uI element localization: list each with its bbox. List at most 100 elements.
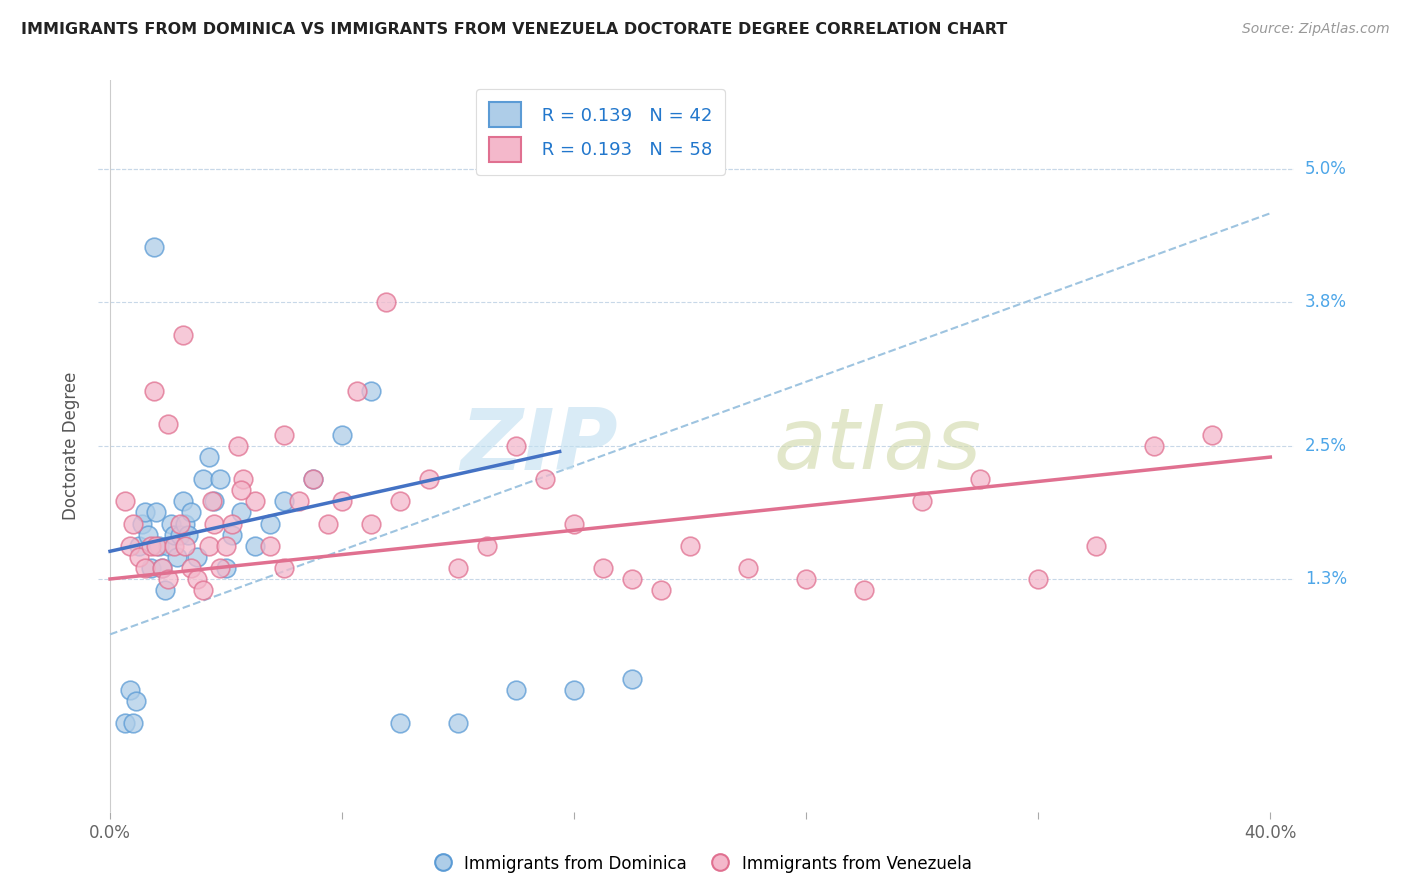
Point [131, 516, 153, 531]
Point [215, 561, 238, 575]
Point [389, 716, 412, 731]
Text: 5.0%: 5.0% [1305, 160, 1347, 178]
Point [287, 494, 309, 508]
Point [160, 516, 183, 531]
Point [174, 539, 197, 553]
Point [259, 516, 281, 531]
Point [139, 561, 162, 575]
Legend: Immigrants from Dominica, Immigrants from Venezuela: Immigrants from Dominica, Immigrants fro… [427, 848, 979, 880]
Text: Source: ZipAtlas.com: Source: ZipAtlas.com [1241, 22, 1389, 37]
Point [232, 472, 254, 486]
Point [243, 539, 266, 553]
Point [125, 694, 148, 708]
Point [180, 506, 202, 520]
Point [374, 294, 396, 309]
Point [621, 672, 644, 686]
Point [853, 583, 876, 598]
Point [122, 716, 145, 731]
Point [229, 506, 252, 520]
Point [200, 494, 222, 508]
Point [1026, 572, 1049, 586]
Point [650, 583, 672, 598]
Text: atlas: atlas [773, 404, 981, 488]
Point [1143, 439, 1166, 453]
Point [197, 539, 219, 553]
Point [114, 716, 136, 731]
Text: 2.5%: 2.5% [1305, 437, 1347, 455]
Point [157, 539, 180, 553]
Point [177, 527, 200, 541]
Point [302, 472, 325, 486]
Point [128, 539, 150, 553]
Point [172, 328, 194, 343]
Point [169, 516, 191, 531]
Point [122, 516, 145, 531]
Point [191, 472, 214, 486]
Point [163, 539, 186, 553]
Point [562, 682, 585, 697]
Point [911, 494, 934, 508]
Point [969, 472, 991, 486]
Point [215, 539, 238, 553]
Point [157, 572, 180, 586]
Point [191, 583, 214, 598]
Point [139, 539, 162, 553]
Point [114, 494, 136, 508]
Point [360, 516, 382, 531]
Point [209, 472, 232, 486]
Point [1085, 539, 1108, 553]
Point [229, 483, 252, 498]
Point [243, 494, 266, 508]
Point [389, 494, 412, 508]
Point [153, 583, 176, 598]
Point [174, 516, 197, 531]
Point [562, 516, 585, 531]
Point [273, 561, 295, 575]
Point [180, 561, 202, 575]
Point [209, 561, 232, 575]
Point [150, 561, 173, 575]
Point [221, 527, 243, 541]
Point [505, 682, 527, 697]
Point [120, 539, 142, 553]
Point [259, 539, 281, 553]
Point [273, 428, 295, 442]
Point [134, 506, 156, 520]
Point [128, 549, 150, 564]
Point [136, 527, 159, 541]
Point [142, 384, 165, 398]
Point [1201, 428, 1223, 442]
Legend:  R = 0.139   N = 42,  R = 0.193   N = 58: R = 0.139 N = 42, R = 0.193 N = 58 [477, 89, 724, 175]
Point [330, 494, 353, 508]
Point [360, 384, 382, 398]
Point [142, 239, 165, 253]
Point [134, 561, 156, 575]
Point [418, 472, 440, 486]
Point [534, 472, 557, 486]
Point [592, 561, 614, 575]
Point [186, 549, 208, 564]
Point [273, 494, 295, 508]
Point [145, 506, 167, 520]
Text: 3.8%: 3.8% [1305, 293, 1347, 311]
Point [145, 539, 167, 553]
Text: 1.3%: 1.3% [1305, 570, 1347, 588]
Point [150, 561, 173, 575]
Y-axis label: Doctorate Degree: Doctorate Degree [62, 372, 80, 520]
Point [163, 527, 186, 541]
Point [221, 516, 243, 531]
Point [148, 539, 170, 553]
Point [302, 472, 325, 486]
Point [186, 572, 208, 586]
Point [475, 539, 498, 553]
Text: ZIP: ZIP [461, 404, 619, 488]
Point [166, 549, 188, 564]
Text: IMMIGRANTS FROM DOMINICA VS IMMIGRANTS FROM VENEZUELA DOCTORATE DEGREE CORRELATI: IMMIGRANTS FROM DOMINICA VS IMMIGRANTS F… [21, 22, 1007, 37]
Point [157, 417, 180, 431]
Point [204, 516, 226, 531]
Point [737, 561, 759, 575]
Point [505, 439, 527, 453]
Point [679, 539, 702, 553]
Point [169, 527, 191, 541]
Point [226, 439, 249, 453]
